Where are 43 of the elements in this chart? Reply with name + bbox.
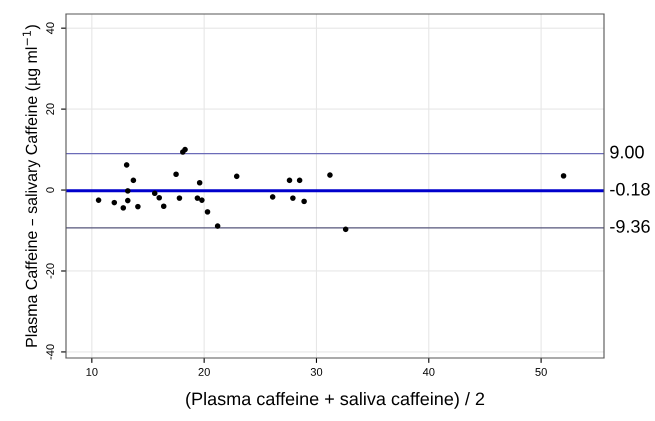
point bbox=[296, 178, 302, 184]
point bbox=[286, 178, 292, 184]
point bbox=[112, 200, 118, 206]
point bbox=[196, 180, 202, 186]
point bbox=[342, 226, 348, 232]
y-tick-label: -20 bbox=[46, 263, 54, 279]
ref-line-label: 9.00 bbox=[610, 146, 644, 158]
point bbox=[176, 195, 182, 201]
point bbox=[160, 203, 166, 210]
point bbox=[199, 197, 205, 203]
point bbox=[204, 209, 210, 215]
ref-line-label: -9.36 bbox=[610, 220, 650, 233]
ref-line-label: -0.18 bbox=[610, 182, 650, 196]
point bbox=[156, 194, 162, 201]
x-axis-title: (Plasma caffeine + saliva caffeine) / 2 bbox=[186, 392, 484, 409]
y-tick-label: 20 bbox=[46, 103, 54, 115]
y-tick-label: 40 bbox=[46, 22, 54, 34]
point bbox=[120, 205, 126, 211]
point bbox=[182, 146, 188, 152]
x-tick-label: 40 bbox=[422, 368, 435, 376]
point bbox=[124, 188, 131, 194]
point bbox=[270, 194, 276, 200]
x-tick-label: 20 bbox=[198, 368, 210, 376]
x-tick-label: 30 bbox=[310, 368, 322, 376]
x-tick-label: 50 bbox=[535, 368, 547, 376]
point bbox=[194, 195, 200, 201]
point bbox=[135, 204, 141, 210]
point bbox=[327, 172, 333, 178]
x-tick-label: 10 bbox=[86, 368, 98, 376]
point bbox=[234, 174, 240, 180]
y-axis-title: Plasma Caffeine – salivary Caffeine (µg ml$^{−1}$) bbox=[22, 25, 40, 347]
point bbox=[96, 197, 102, 203]
point bbox=[124, 162, 130, 168]
point bbox=[301, 198, 307, 204]
point bbox=[214, 223, 220, 229]
y-tick-label: 0 bbox=[46, 187, 54, 193]
point bbox=[124, 198, 131, 204]
point bbox=[152, 190, 158, 196]
point bbox=[560, 173, 566, 179]
point bbox=[130, 178, 136, 184]
y-tick-label: -40 bbox=[46, 344, 54, 360]
point bbox=[173, 171, 179, 178]
point bbox=[290, 195, 296, 201]
